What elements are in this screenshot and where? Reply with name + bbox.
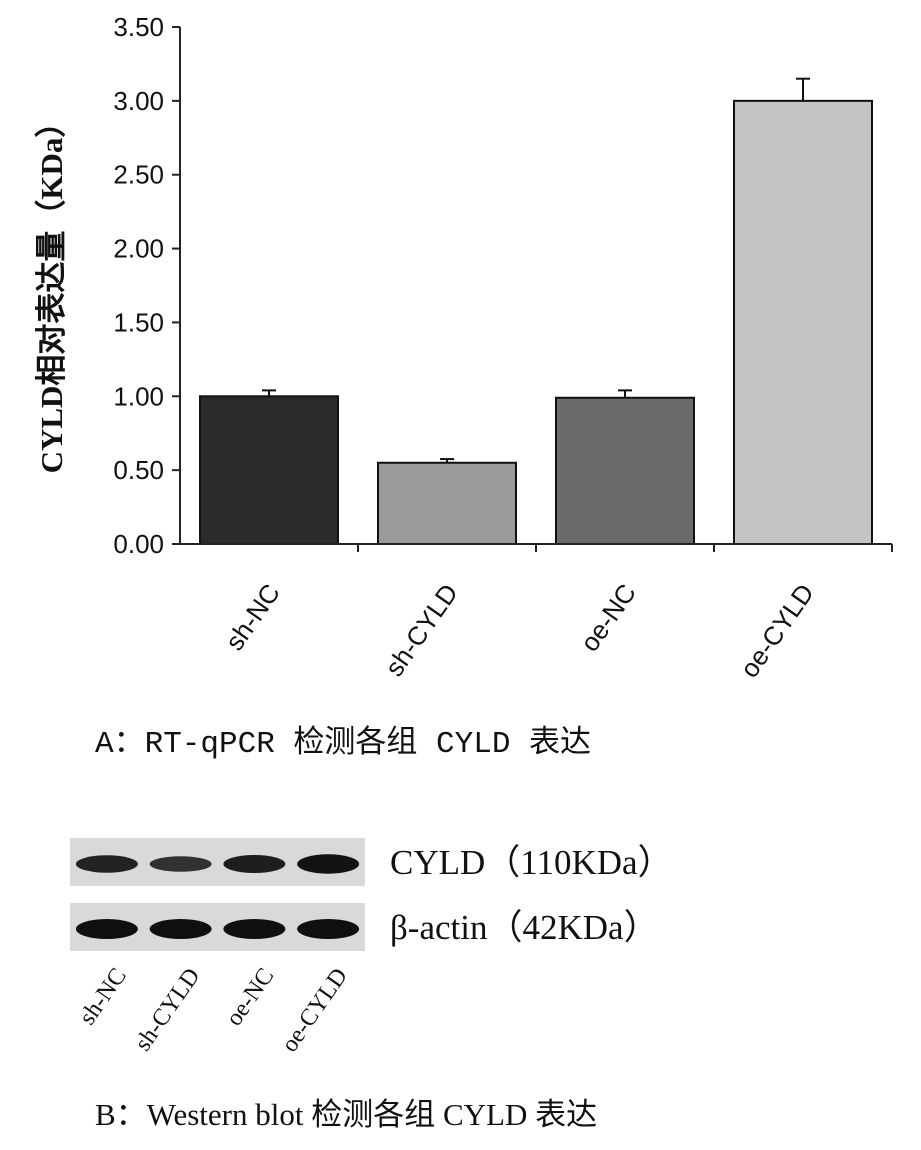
blot-lane-label: oe-CYLD [277,964,353,1058]
blot-band [297,854,360,874]
bars [199,77,873,545]
caption-a: A：RT-qPCR 检测各组 CYLD 表达 [95,725,591,762]
blot-band [149,919,212,939]
y-tick-label: 0.00 [113,529,164,559]
blot-band [75,919,138,939]
y-tick-label: 3.50 [113,12,164,42]
y-tick-label: 1.00 [113,381,164,411]
blot-lane-label: sh-NC [75,964,132,1030]
bar-oe-CYLD [733,99,873,545]
x-tick-label: oe-NC [574,578,642,657]
y-tick-label: 1.50 [113,307,164,337]
bar-sh-CYLD [377,461,517,545]
y-tick-label: 3.00 [113,86,164,116]
x-axis-ticks: sh-NC sh-CYLD oe-NC oe-CYLD [219,544,893,683]
blot-row-label: β-actin（42KDa） [390,908,659,947]
blot-row-label: CYLD（110KDa） [390,843,673,882]
blot-band [149,856,212,872]
blot-band [297,919,360,939]
y-tick-label: 2.00 [113,234,164,264]
x-tick-label: sh-CYLD [379,578,464,682]
bar-sh-NC [199,395,339,545]
y-tick-label: 0.50 [113,455,164,485]
y-axis-label: CYLD相对表达量（KDa） [34,107,69,474]
y-tick-label: 2.50 [113,160,164,190]
x-tick-label: sh-NC [219,578,286,656]
blot-band [223,919,286,939]
blot-lane-label: sh-CYLD [130,964,206,1056]
x-tick-label: oe-CYLD [734,578,820,683]
blot-band [75,855,138,873]
blot-band [223,855,286,873]
caption-b: B：Western blot 检测各组 CYLD 表达 [95,1097,597,1132]
bar-oe-NC [555,396,695,545]
y-axis-ticks: 0.00 0.50 1.00 1.50 2.00 2.50 3.00 3.50 [113,12,180,559]
bar-chart: 0.000.501.001.502.002.503.003.50 sh-NC sh… [113,12,893,683]
blot-lane-label: oe-NC [221,964,279,1031]
